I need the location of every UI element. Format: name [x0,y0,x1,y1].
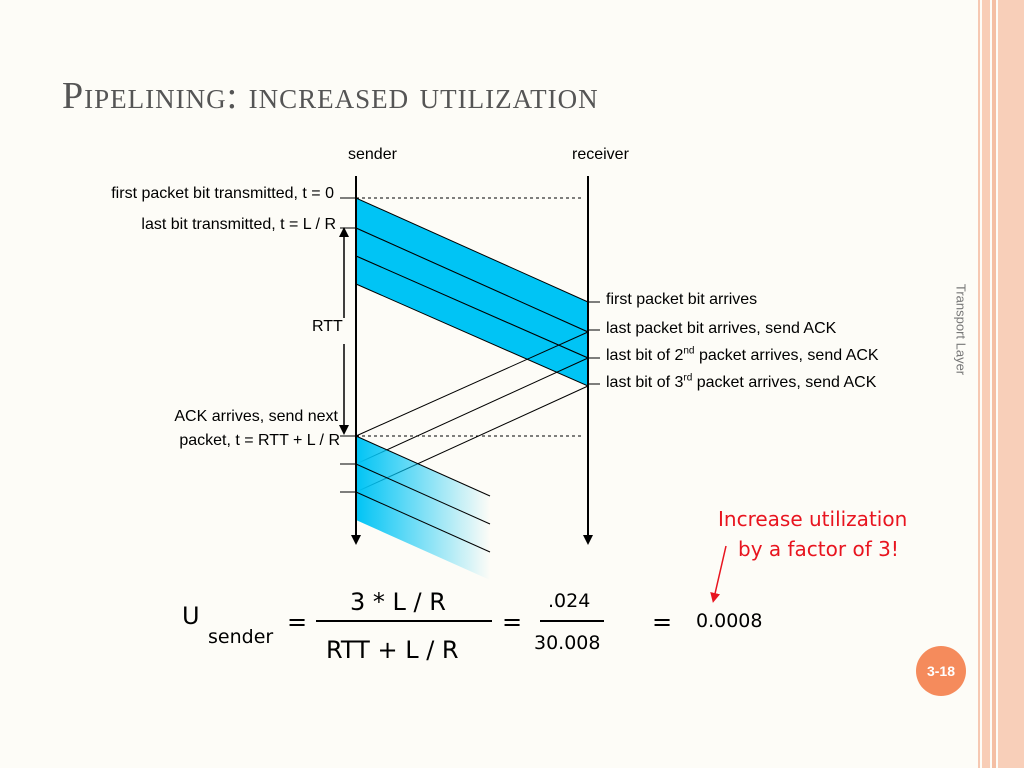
ack-arrives-label-line1: ACK arrives, send next [174,408,338,425]
equation-sender-subscript: sender [208,626,274,648]
equation-equals-3: = [652,608,673,636]
page-number-badge: 3-18 [916,646,966,696]
slide-title: Pipelining: increased utilization [62,75,599,117]
rtt-label: RTT [312,318,343,335]
receiver-label: receiver [572,146,629,163]
next-packet-edge [355,463,491,525]
next-packet-1 [356,436,490,524]
ack-arrives-label-line2: packet, t = RTT + L / R [179,432,340,449]
third-packet-arrives-label: last bit of 3rd packet arrives, send ACK [606,372,877,391]
first-bit-arrives-label: first packet bit arrives [606,291,758,308]
equation-denominator-2: 30.008 [534,632,601,654]
second-packet-arrives-label: last bit of 2nd packet arrives, send ACK [606,345,879,364]
note-arrow [710,545,727,603]
last-bit-arrives-label: last packet bit arrives, send ACK [606,320,837,337]
equation-numerator-1: 3 * L / R [350,588,446,616]
border-stripe [978,0,980,768]
next-packet-edge [355,435,491,497]
equation-numerator-2: .024 [548,590,591,612]
fraction-bar-1 [316,620,492,622]
equation-u: U [182,602,200,630]
fraction-bar-2 [540,620,604,622]
ack-line-2 [355,357,589,465]
next-packet-2 [356,464,490,552]
border-stripe [998,0,1024,768]
utilization-note-line2: by a factor of 3! [738,537,899,561]
border-stripe [992,0,996,768]
border-stripe [982,0,990,768]
equation-result: 0.0008 [696,610,763,632]
last-bit-transmitted-label: last bit transmitted, t = L / R [141,216,336,233]
equation-denominator-1: RTT + L / R [326,636,459,664]
sender-label: sender [348,146,397,163]
next-packet-3 [356,492,490,580]
equation-equals-1: = [287,608,308,636]
first-bit-transmitted-label: first packet bit transmitted, t = 0 [111,185,334,202]
next-packet-edge [355,491,491,553]
ack-line-1 [355,331,589,437]
equation-equals-2: = [502,608,523,636]
utilization-note-line1: Increase utilization [718,507,908,531]
